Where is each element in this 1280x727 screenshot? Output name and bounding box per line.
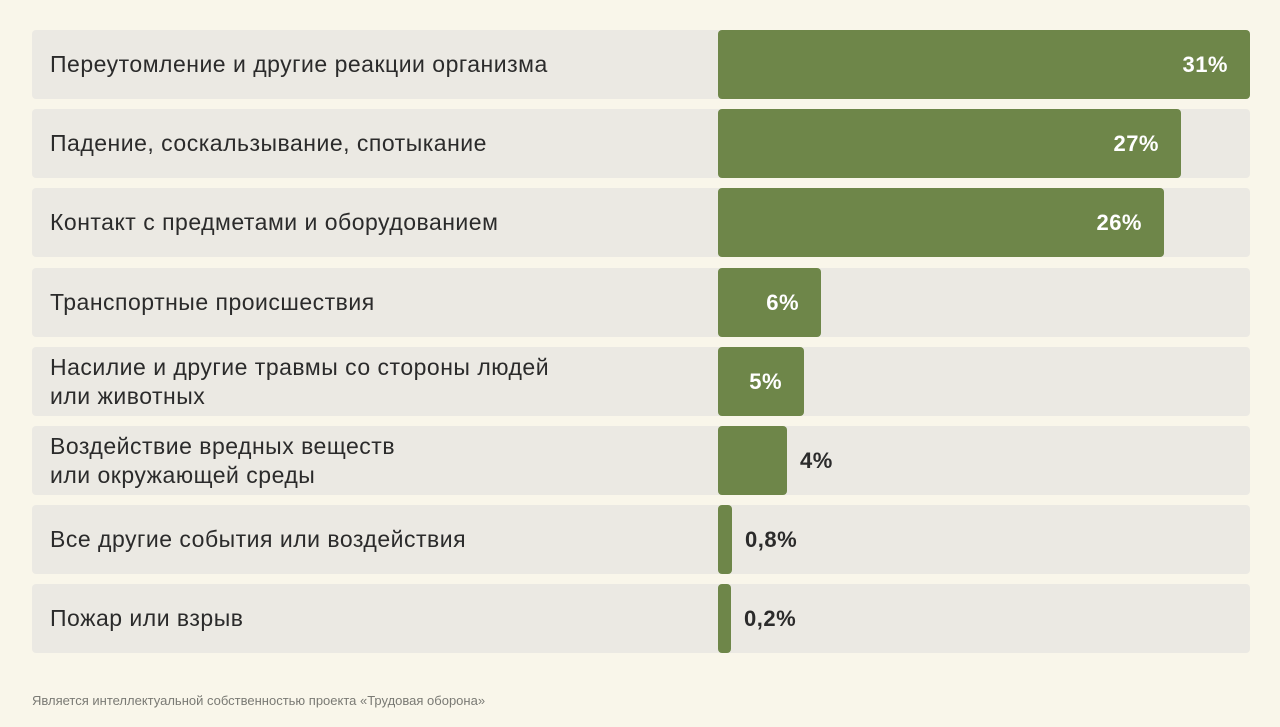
category-label: Воздействие вредных веществ или окружающ… <box>50 432 396 488</box>
bar-row: Пожар или взрыв 0,2% <box>32 584 1250 653</box>
bar <box>718 347 804 416</box>
value-label: 0,8% <box>745 527 798 552</box>
bar-row: Воздействие вредных веществ или окружающ… <box>32 426 1250 495</box>
bar <box>718 188 1164 257</box>
bar <box>718 109 1181 178</box>
bar-row: Насилие и другие травмы со стороны людей… <box>32 347 1250 416</box>
bar <box>718 505 732 574</box>
value-label: 6% <box>766 290 799 315</box>
bar-row: Переутомление и другие реакции организма… <box>32 30 1250 99</box>
value-label: 27% <box>1113 131 1159 156</box>
copyright-footer: Является интеллектуальной собственностью… <box>32 693 486 708</box>
bar <box>718 584 731 653</box>
bar <box>718 268 821 337</box>
value-label: 31% <box>1182 52 1228 77</box>
category-label: Падение, соскальзывание, спотыкание <box>50 130 487 156</box>
value-label: 4% <box>800 448 833 473</box>
bar-row: Падение, соскальзывание, спотыкание 27% <box>32 109 1250 178</box>
bar-row: Все другие события или воздействия 0,8% <box>32 505 1250 574</box>
category-label: Переутомление и другие реакции организма <box>50 51 548 77</box>
category-label: Контакт с предметами и оборудованием <box>50 209 499 235</box>
value-label: 0,2% <box>744 606 797 631</box>
category-label: Все другие события или воздействия <box>50 526 467 552</box>
value-label: 26% <box>1096 210 1142 235</box>
category-label: Насилие и другие травмы со стороны людей… <box>50 353 550 409</box>
bar <box>718 30 1250 99</box>
bar <box>718 426 787 495</box>
bar-row: Контакт с предметами и оборудованием 26% <box>32 188 1250 257</box>
category-label: Транспортные происшествия <box>50 289 375 315</box>
category-label: Пожар или взрыв <box>50 605 244 631</box>
bar-row: Транспортные происшествия 6% <box>32 268 1250 337</box>
value-label: 5% <box>749 369 782 394</box>
